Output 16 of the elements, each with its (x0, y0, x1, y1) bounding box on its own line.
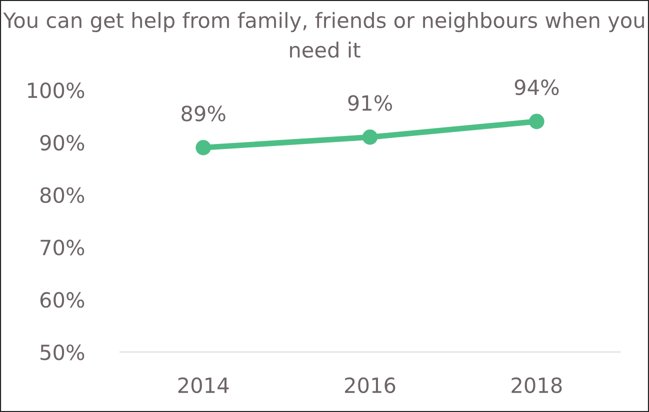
y-tick-label: 100% (28, 82, 84, 98)
data-label: 94% (514, 79, 559, 96)
x-tick-label: 2014 (178, 377, 229, 394)
point (196, 140, 211, 156)
point (529, 114, 544, 130)
data-label: 89% (182, 106, 226, 122)
x-tick-label: 2016 (345, 377, 396, 394)
x-tick-label: 2018 (512, 377, 562, 394)
y-tick-label: 60% (40, 292, 84, 308)
chart-title: You can get help from family, friends or neighbours when you need it (3, 12, 644, 58)
y-tick-label: 90% (40, 134, 84, 151)
y-tick-label: 80% (40, 187, 84, 204)
y-tick-label: 50% (40, 344, 84, 360)
point (362, 130, 378, 145)
y-tick-label: 70% (40, 240, 84, 256)
data-label: 91% (348, 95, 392, 111)
